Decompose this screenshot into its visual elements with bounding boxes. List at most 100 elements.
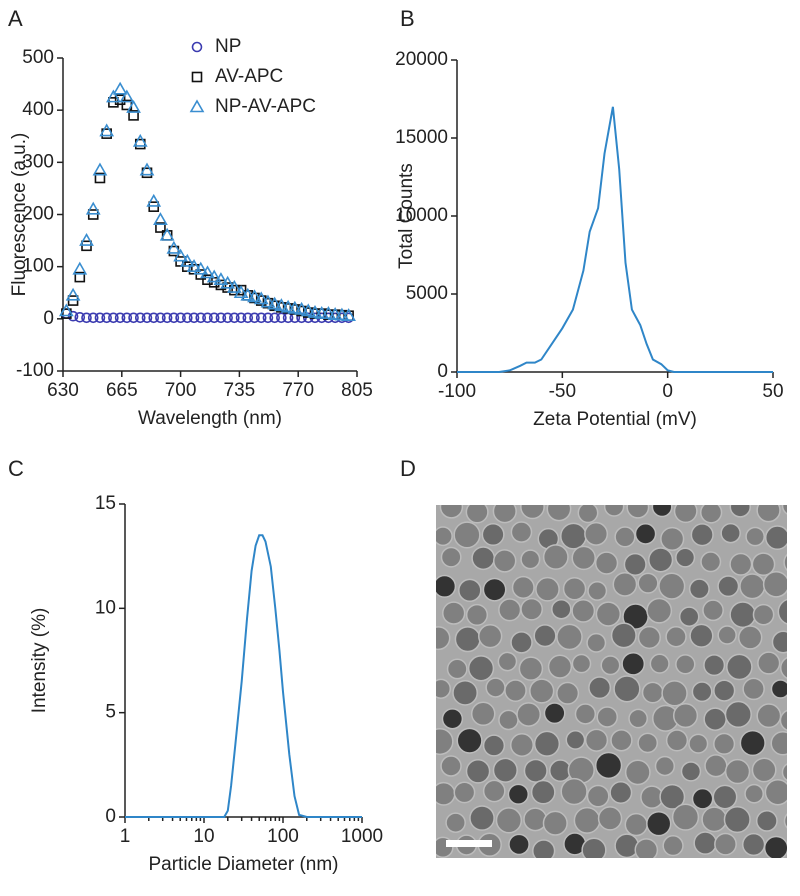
particle [586, 632, 607, 653]
particle [739, 573, 766, 600]
particle [574, 703, 597, 725]
particle [533, 730, 561, 757]
particle [493, 549, 517, 573]
particle [439, 505, 464, 519]
x-axis-title: Zeta Potential (mV) [533, 409, 697, 430]
particle [532, 839, 556, 858]
particle [701, 806, 728, 833]
particle [560, 522, 587, 550]
particle [712, 784, 738, 810]
particle [717, 575, 740, 598]
particle [446, 658, 468, 680]
particle [436, 574, 457, 598]
x-tick-label: 700 [165, 380, 197, 401]
particle [584, 728, 609, 752]
particle [689, 623, 714, 648]
particle [690, 523, 714, 547]
particle [520, 597, 543, 621]
particle [471, 546, 496, 571]
particle [702, 599, 724, 622]
x-tick-label: -100 [438, 381, 476, 402]
data-point [106, 89, 121, 103]
data-point [195, 312, 207, 324]
particle [586, 784, 610, 808]
particle [739, 729, 766, 757]
particle [672, 703, 699, 729]
data-point [226, 279, 242, 293]
x-tick-label: 805 [341, 380, 373, 401]
data-point [146, 193, 162, 207]
particle [560, 777, 588, 806]
particle [562, 577, 587, 601]
data-point [255, 312, 267, 324]
x-tick-label: 1 [120, 826, 131, 847]
legend-label: AV-APC [215, 66, 283, 87]
y-tick-label: -100 [16, 360, 54, 381]
particle [482, 577, 507, 602]
particle [691, 787, 714, 810]
particle [612, 571, 638, 597]
data-point [72, 261, 88, 275]
y-tick-label: 400 [22, 99, 54, 120]
data-point [267, 296, 283, 310]
legend-marker [191, 71, 203, 83]
particle [662, 835, 684, 857]
panel-label: C [8, 456, 24, 481]
particle [688, 578, 710, 600]
particle [456, 727, 483, 754]
particle [556, 623, 583, 651]
particle [594, 551, 619, 575]
particle [543, 702, 566, 725]
particle [771, 630, 787, 654]
particle [441, 708, 464, 730]
data-point [334, 307, 350, 321]
data-point [202, 312, 213, 324]
y-axis-title: Total Counts [396, 163, 417, 269]
particle [546, 505, 572, 522]
y-tick-label: 500 [22, 47, 54, 68]
panel-label: A [8, 6, 23, 31]
data-point [242, 312, 254, 324]
particle [609, 781, 633, 804]
particle [556, 681, 580, 705]
particle [661, 680, 688, 707]
data-point [99, 123, 115, 137]
particle [453, 781, 476, 804]
data-point [182, 312, 193, 324]
particle [724, 700, 752, 729]
particle [551, 598, 572, 620]
particle [472, 860, 491, 879]
particle [703, 654, 726, 677]
data-point [128, 110, 139, 121]
particle [675, 654, 696, 675]
data-point [262, 312, 274, 324]
particle [498, 709, 519, 731]
particle [504, 679, 527, 702]
particle [729, 601, 757, 629]
particle [603, 505, 625, 517]
x-tick-label: 630 [47, 380, 79, 401]
data-point [206, 269, 222, 283]
data-point [94, 172, 106, 184]
y-tick-label: 300 [22, 151, 54, 172]
data-point [300, 303, 316, 317]
data-point [155, 312, 166, 324]
particle [465, 603, 489, 627]
data-point [269, 312, 280, 324]
particle [713, 679, 736, 702]
particle [498, 864, 522, 888]
x-tick-label: 735 [224, 380, 256, 401]
data-point [321, 306, 336, 319]
particle [453, 521, 481, 549]
y-axis-title: Intensity (%) [29, 608, 50, 714]
particle [628, 708, 649, 729]
particle [511, 575, 535, 599]
particle [507, 783, 530, 805]
particle [438, 862, 463, 887]
particle [584, 521, 609, 546]
data-point [202, 274, 213, 286]
particle [614, 833, 640, 858]
particle [547, 654, 573, 679]
particle [467, 655, 495, 682]
particle [535, 576, 560, 602]
